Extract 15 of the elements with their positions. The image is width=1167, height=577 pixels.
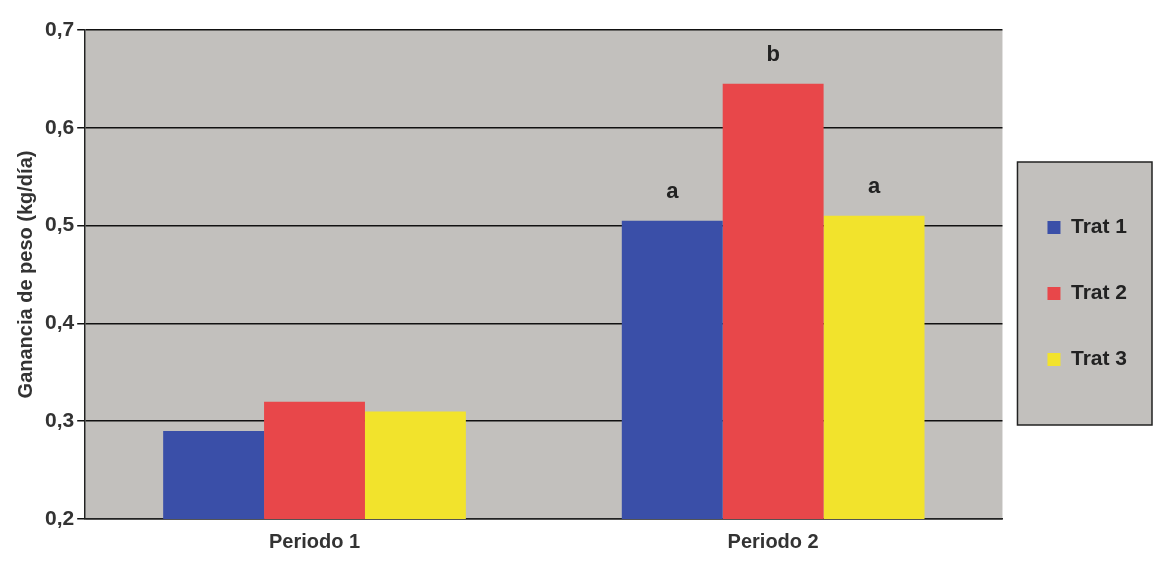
x-tick-label: Periodo 2 xyxy=(727,529,819,552)
annotation: b xyxy=(766,40,780,66)
legend-label: Trat 2 xyxy=(1070,280,1127,304)
y-axis-title: Ganancia de peso (kg/día) xyxy=(13,150,36,399)
y-tick-label: 0,3 xyxy=(44,408,75,431)
y-tick-label: 0,7 xyxy=(44,16,75,40)
x-tick-label: Periodo 1 xyxy=(268,529,361,552)
annotation: a xyxy=(867,172,881,198)
legend-label: Trat 1 xyxy=(1070,214,1128,238)
y-tick-label: 0,5 xyxy=(44,212,75,236)
y-tick-label: 0,6 xyxy=(44,114,75,138)
legend-label: Trat 3 xyxy=(1070,346,1127,370)
y-tick-label: 0,2 xyxy=(44,505,75,529)
annotation: a xyxy=(666,177,680,203)
y-tick-label: 0,4 xyxy=(44,310,75,334)
